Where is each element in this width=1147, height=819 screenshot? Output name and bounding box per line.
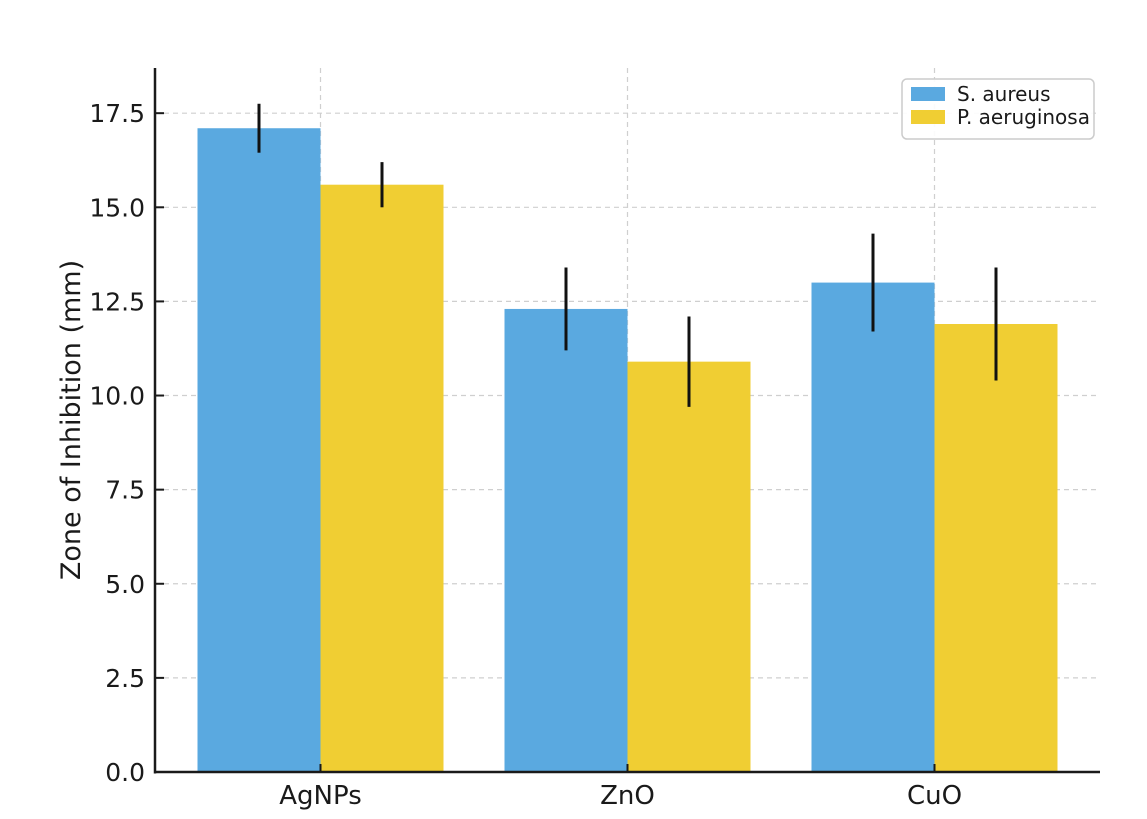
- y-tick-label-10.0: 10.0: [89, 382, 145, 411]
- legend-label-p-aeruginosa: P. aeruginosa: [957, 105, 1090, 129]
- x-tick-label-cuo: CuO: [907, 781, 962, 811]
- bar-s-aureus-zno: [504, 308, 628, 772]
- axis-layer: [153, 68, 1100, 774]
- y-tick-label-15.0: 15.0: [89, 193, 145, 222]
- y-tick-label-0.0: 0.0: [105, 758, 145, 787]
- y-tick-label-5.0: 5.0: [105, 570, 145, 599]
- y-tick-label-12.5: 12.5: [89, 287, 145, 316]
- y-tick-label-2.5: 2.5: [105, 664, 145, 693]
- legend-box: [901, 78, 1095, 140]
- y-axis-label: Zone of Inhibition (mm): [56, 260, 87, 580]
- legend-swatch-p-aeruginosa: [911, 110, 945, 124]
- legend-label-s-aureus: S. aureus: [957, 82, 1051, 106]
- legend-swatch-s-aureus: [911, 87, 945, 101]
- x-tick-label-zno: ZnO: [600, 781, 655, 811]
- bar-layer: [197, 128, 1058, 773]
- bar-p-aeruginosa-cuo: [934, 324, 1058, 772]
- bar-p-aeruginosa-agnps: [320, 184, 444, 773]
- bar-p-aeruginosa-zno: [627, 361, 751, 772]
- error-bar-layer: [257, 103, 998, 407]
- bar-s-aureus-agnps: [197, 128, 321, 772]
- label-layer: 0.0 2.5 5.0 7.5 10.0 12.5 15.0 17.5 AgNPs ZnO CuO: [89, 99, 962, 811]
- x-tick-label-agnps: AgNPs: [279, 781, 362, 811]
- y-tick-label-17.5: 17.5: [89, 99, 145, 128]
- y-tick-label-7.5: 7.5: [105, 476, 145, 505]
- bar-s-aureus-cuo: [811, 282, 935, 772]
